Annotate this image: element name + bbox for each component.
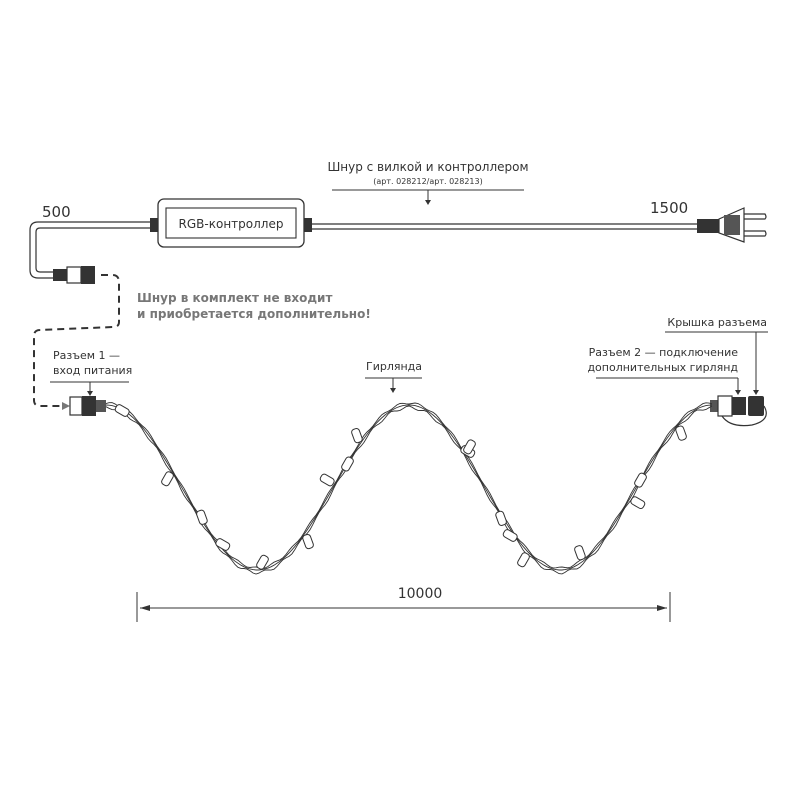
arrow-head bbox=[425, 200, 431, 205]
note-line2: и приобретается дополнительно! bbox=[137, 307, 371, 321]
led-bulb bbox=[302, 533, 314, 550]
led-bulb bbox=[196, 509, 208, 525]
cable bbox=[29, 221, 150, 279]
connector2-label-line2: дополнительных гирлянд bbox=[587, 361, 738, 374]
led-bulb bbox=[215, 538, 231, 551]
led-bulb bbox=[634, 472, 647, 488]
garland-wire-strand bbox=[105, 405, 713, 575]
led-bulb bbox=[319, 473, 335, 487]
led-bulb bbox=[502, 529, 518, 542]
connector1-label-line1: Разъем 1 — bbox=[53, 349, 120, 362]
arrow-head bbox=[62, 402, 70, 410]
led-bulb bbox=[675, 425, 687, 441]
length-right: 1500 bbox=[650, 199, 688, 217]
arrow-head bbox=[753, 390, 759, 395]
cord-title: Шнур с вилкой и контроллером bbox=[327, 160, 528, 174]
connector-cap-icon bbox=[721, 396, 767, 427]
cable bbox=[35, 227, 150, 273]
cord-articles: (арт. 028212/арт. 028213) bbox=[373, 177, 482, 186]
arrow-head bbox=[390, 388, 396, 393]
rgb-controller: RGB-контроллер bbox=[150, 198, 312, 248]
optional-cord-dashed bbox=[33, 274, 120, 407]
arrow-head bbox=[735, 390, 741, 395]
led-bulb bbox=[630, 496, 646, 510]
led-bulb bbox=[351, 427, 363, 444]
connector1-label-line2: вход питания bbox=[53, 364, 132, 377]
connector2-label-line1: Разъем 2 — подключение bbox=[589, 346, 739, 359]
garland-wire-strand bbox=[105, 404, 713, 571]
led-bulb bbox=[114, 404, 130, 417]
garland-wire bbox=[105, 402, 713, 575]
led-bulb bbox=[517, 552, 530, 568]
connector1-icon bbox=[69, 396, 106, 416]
connector-icon bbox=[53, 266, 95, 284]
total-length: 10000 bbox=[398, 586, 443, 602]
connector2-icon bbox=[710, 395, 746, 417]
garland-label: Гирлянда bbox=[366, 360, 422, 373]
note-line1: Шнур в комплект не входит bbox=[137, 291, 332, 305]
cap-label: Крышка разъема bbox=[667, 316, 767, 329]
length-left: 500 bbox=[42, 203, 71, 221]
led-bulb bbox=[341, 456, 354, 472]
plug-icon bbox=[697, 207, 767, 243]
garland-wire-strand bbox=[105, 402, 713, 569]
arrow-head bbox=[87, 391, 93, 396]
led-bulb bbox=[161, 471, 174, 487]
led-bulb bbox=[495, 510, 507, 526]
led-bulb bbox=[256, 554, 269, 570]
led-bulb bbox=[463, 439, 476, 455]
led-bulb bbox=[574, 545, 586, 561]
dimension-line bbox=[136, 592, 671, 622]
controller-label: RGB-контроллер bbox=[179, 217, 284, 231]
